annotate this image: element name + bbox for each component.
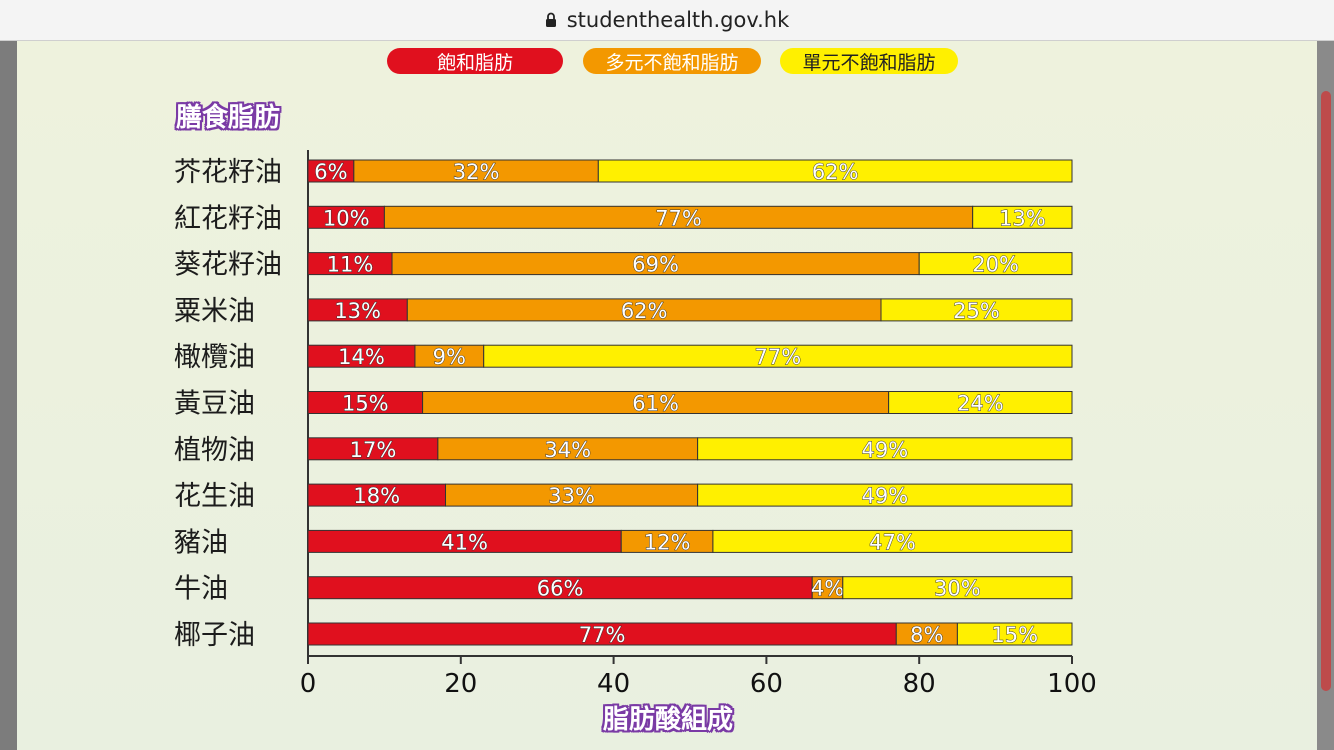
data-label: 6%: [314, 160, 347, 184]
data-label: 9%: [433, 345, 466, 369]
chart-title: 膳食脂肪: [176, 103, 281, 133]
x-tick-label: 80: [903, 669, 936, 699]
category-label: 紅花籽油: [174, 203, 282, 234]
category-label: 豬油: [174, 527, 228, 558]
data-label: 62%: [812, 160, 859, 184]
data-label: 33%: [548, 484, 595, 508]
data-label: 17%: [350, 438, 397, 462]
bar-segment: [597, 159, 1073, 183]
url-text: studenthealth.gov.hk: [566, 8, 790, 32]
data-label: 12%: [644, 530, 691, 554]
data-label: 61%: [632, 392, 679, 416]
x-tick-label: 20: [444, 669, 477, 699]
bar-segment: [918, 252, 1073, 276]
category-label: 葵花籽油: [174, 250, 282, 281]
bar-segment: [972, 205, 1073, 229]
data-label: 32%: [453, 160, 500, 184]
data-label: 62%: [621, 299, 668, 323]
data-label: 49%: [861, 438, 908, 462]
bar-segment: [483, 344, 1073, 368]
category-label: 芥花籽油: [174, 157, 282, 188]
category-label: 花生油: [174, 481, 255, 512]
legend-saturated-fat: 飽和脂肪: [387, 48, 563, 74]
data-label: 13%: [334, 299, 381, 323]
data-label: 8%: [910, 623, 943, 647]
data-label: 11%: [327, 253, 374, 277]
category-label: 粟米油: [174, 296, 255, 327]
bar-segment: [842, 576, 1073, 600]
category-label: 牛油: [174, 574, 228, 605]
bar-segment: [712, 529, 1073, 553]
data-label: 15%: [342, 392, 389, 416]
data-label: 25%: [953, 299, 1000, 323]
x-tick-label: 100: [1047, 669, 1097, 699]
legend-label: 飽和脂肪: [436, 51, 513, 74]
data-label: 20%: [972, 253, 1019, 277]
legend-label: 多元不飽和脂肪: [605, 51, 739, 74]
bar-segment: [888, 391, 1073, 414]
data-label: 77%: [655, 206, 702, 230]
category-label: 黃豆油: [174, 389, 255, 420]
data-label: 24%: [957, 392, 1004, 416]
legend-polyunsaturated-fat: 多元不飽和脂肪: [583, 48, 761, 74]
data-label: 13%: [999, 206, 1046, 230]
browser-url-bar[interactable]: studenthealth.gov.hk: [0, 0, 1334, 41]
data-label: 77%: [755, 345, 802, 369]
category-label: 椰子油: [174, 620, 255, 651]
bar-segment: [697, 483, 1073, 507]
data-label: 18%: [353, 484, 400, 508]
bar-segment: [956, 622, 1073, 646]
data-label: 66%: [537, 577, 584, 601]
x-tick-label: 40: [597, 669, 630, 699]
data-label: 41%: [441, 530, 488, 554]
legend-monounsaturated-fat: 單元不飽和脂肪: [780, 48, 958, 74]
bar-segment: [697, 437, 1073, 461]
category-label: 橄欖油: [174, 342, 255, 373]
data-label: 4%: [811, 577, 844, 601]
x-axis-label: 脂肪酸組成: [603, 705, 734, 735]
scrollbar[interactable]: [1317, 41, 1334, 750]
x-tick-label: 60: [750, 669, 783, 699]
data-label: 15%: [991, 623, 1038, 647]
scrollbar-thumb[interactable]: [1321, 91, 1331, 691]
legend-label: 單元不飽和脂肪: [802, 51, 936, 74]
data-label: 34%: [544, 438, 591, 462]
data-label: 30%: [934, 577, 981, 601]
data-label: 49%: [861, 484, 908, 508]
bar-segment: [880, 298, 1073, 322]
data-label: 77%: [579, 623, 626, 647]
data-label: 47%: [869, 530, 916, 554]
url-display[interactable]: studenthealth.gov.hk: [545, 8, 790, 32]
data-label: 14%: [338, 345, 385, 369]
lock-icon: [545, 12, 556, 27]
data-label: 69%: [632, 253, 679, 277]
category-label: 植物油: [174, 435, 255, 466]
data-label: 10%: [323, 206, 370, 230]
x-tick-label: 0: [300, 669, 317, 699]
